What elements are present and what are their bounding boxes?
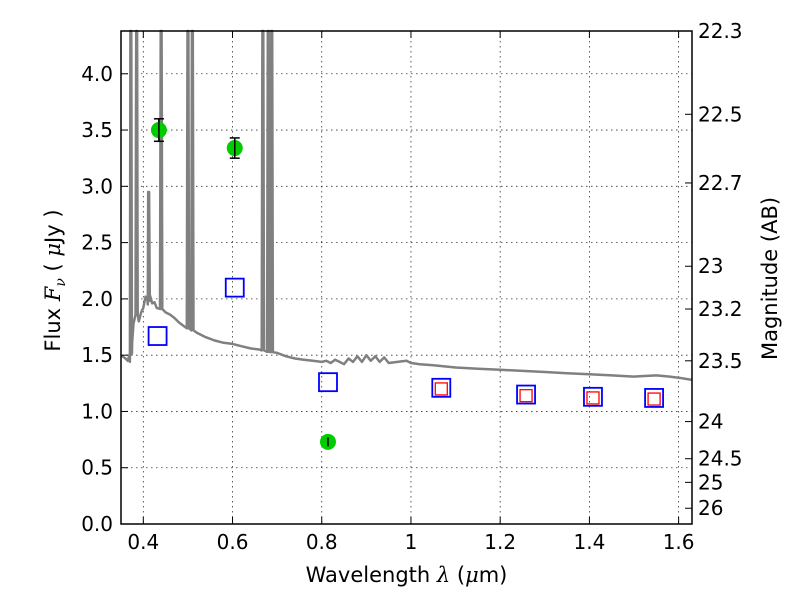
y2-tick-label: 24.5 (698, 447, 743, 471)
x-axis-label-mu: μ (465, 563, 479, 587)
data-point-square (519, 389, 533, 403)
y-axis-label-sub: ν (53, 278, 69, 287)
y2-tick-label: 22.3 (698, 19, 743, 43)
x-axis-label-symbol: λ (436, 563, 450, 587)
y-tick-label: 0.0 (81, 512, 113, 536)
x-tick-label: 1.2 (484, 530, 516, 554)
x-tick-label: 1.4 (573, 530, 605, 554)
y-tick-label: 0.5 (81, 456, 113, 480)
x-tick-label: 0.4 (127, 530, 159, 554)
x-tick-label: 0.6 (217, 530, 249, 554)
spectrum-line (120, 29, 693, 382)
data-point-square (318, 372, 338, 393)
y2-tick-label: 23 (698, 254, 723, 278)
y-axis-label: Flux Fν ( μJy ) (41, 209, 69, 351)
y-tick-label: 1.0 (81, 399, 113, 423)
y-axis-label-mu: μ (41, 243, 65, 257)
y2-tick-label: 25 (698, 470, 723, 494)
x-axis-label-unit-open: ( (450, 563, 465, 587)
data-point-square (586, 391, 600, 405)
right-axis-label: Magnitude (AB) (758, 197, 782, 360)
data-point-square (516, 384, 536, 405)
x-tick-label: 1.6 (663, 530, 695, 554)
y2-tick-label: 23.2 (698, 297, 743, 321)
x-tick-label: 0.8 (306, 530, 338, 554)
x-axis-label-prefix: Wavelength (306, 563, 437, 587)
photometry-markers (147, 118, 664, 450)
y-axis-label-unit-open: ( (41, 257, 65, 279)
data-point-square (583, 386, 603, 407)
series-2 (434, 382, 661, 406)
series-0 (150, 118, 336, 450)
x-tick-label: 1 (405, 530, 418, 554)
x-axis-label-unit: m) (479, 563, 508, 587)
x-axis-label: Wavelength λ (μm) (306, 563, 508, 587)
y2-tick-label: 22.7 (698, 171, 743, 195)
plot-frame (120, 30, 693, 525)
y2-tick-label: 24 (698, 410, 723, 434)
data-point-square (224, 277, 245, 298)
data-point-square (431, 377, 452, 398)
axis-ticks: 0.4 0.6 0.8 1 1.2 1.4 1.6 0.0 0.5 1.0 1.5 2.0 2.5 3.0… (81, 19, 742, 554)
y-tick-label: 1.5 (81, 343, 113, 367)
series-1 (147, 277, 664, 408)
y-tick-label: 2.5 (81, 231, 113, 255)
data-point-square (647, 392, 661, 406)
y2-tick-label: 22.5 (698, 102, 743, 126)
data-point-square (147, 326, 168, 346)
y-axis-label-prefix: Flux (41, 301, 65, 351)
y-tick-label: 3.0 (81, 174, 113, 198)
y-tick-label: 2.0 (81, 287, 113, 311)
model-spectrum (120, 29, 693, 382)
y-tick-label: 4.0 (81, 62, 113, 86)
y2-tick-label: 26 (698, 496, 723, 520)
data-point-square (644, 388, 664, 408)
y2-tick-label: 23.5 (698, 349, 743, 373)
y-axis-label-symbol: F (41, 285, 65, 302)
y-axis-label-unit: Jy ) (41, 209, 65, 245)
data-point-square (434, 382, 448, 396)
y-tick-label: 3.5 (81, 118, 113, 142)
